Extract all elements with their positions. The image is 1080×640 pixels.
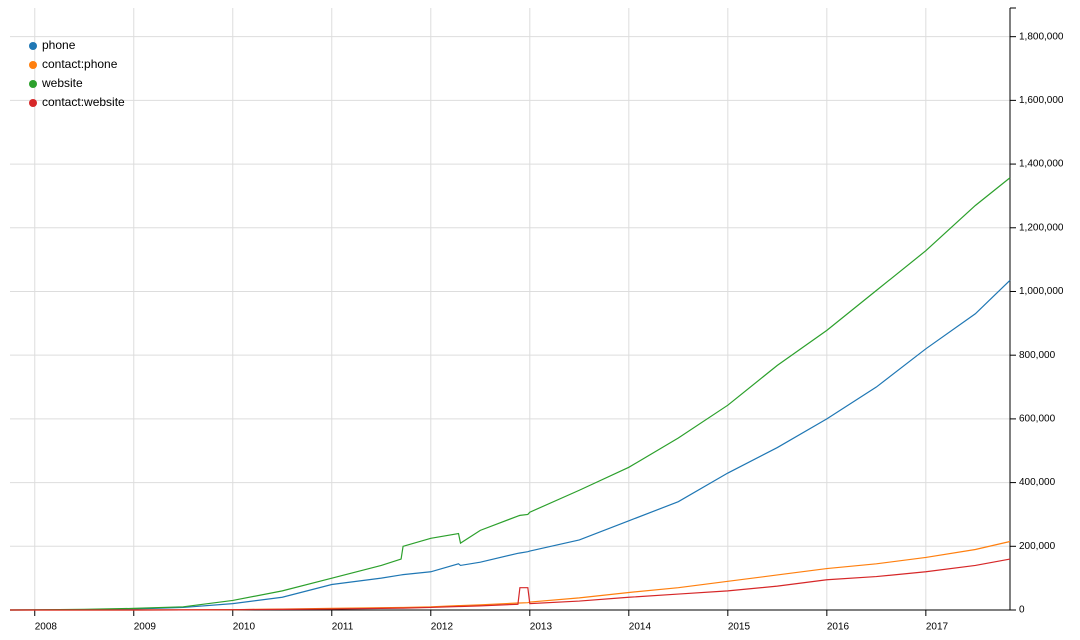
legend-swatch xyxy=(29,61,37,69)
x-tick-label: 2012 xyxy=(431,622,454,633)
legend-label: contact:phone xyxy=(42,57,118,71)
y-tick-label: 200,000 xyxy=(1019,541,1056,552)
legend-swatch xyxy=(29,80,37,88)
y-tick-label: 1,200,000 xyxy=(1019,222,1064,233)
x-tick-label: 2013 xyxy=(530,622,553,633)
x-tick-label: 2015 xyxy=(728,622,751,633)
series-line xyxy=(9,279,1011,611)
x-tick-label: 2017 xyxy=(926,622,949,633)
legend-label: website xyxy=(41,76,83,90)
x-tick-label: 2014 xyxy=(629,622,652,633)
y-tick-label: 800,000 xyxy=(1019,350,1056,361)
y-tick-label: 400,000 xyxy=(1019,477,1056,488)
y-tick-label: 600,000 xyxy=(1019,414,1056,425)
legend-swatch xyxy=(29,99,37,107)
x-tick-label: 2016 xyxy=(827,622,850,633)
series-line xyxy=(9,177,1011,611)
series-line xyxy=(10,558,1011,611)
x-tick-label: 2009 xyxy=(134,622,157,633)
legend-label: phone xyxy=(42,38,76,52)
y-tick-label: 1,400,000 xyxy=(1019,159,1064,170)
y-tick-label: 0 xyxy=(1019,605,1025,616)
x-tick-label: 2011 xyxy=(332,622,354,633)
x-tick-label: 2010 xyxy=(233,622,256,633)
y-tick-label: 1,000,000 xyxy=(1019,286,1064,297)
y-tick-label: 1,800,000 xyxy=(1019,31,1064,42)
legend-swatch xyxy=(29,42,37,50)
y-tick-label: 1,600,000 xyxy=(1019,95,1064,106)
legend-label: contact:website xyxy=(42,95,125,109)
series-line xyxy=(10,540,1011,611)
x-tick-label: 2008 xyxy=(35,622,58,633)
